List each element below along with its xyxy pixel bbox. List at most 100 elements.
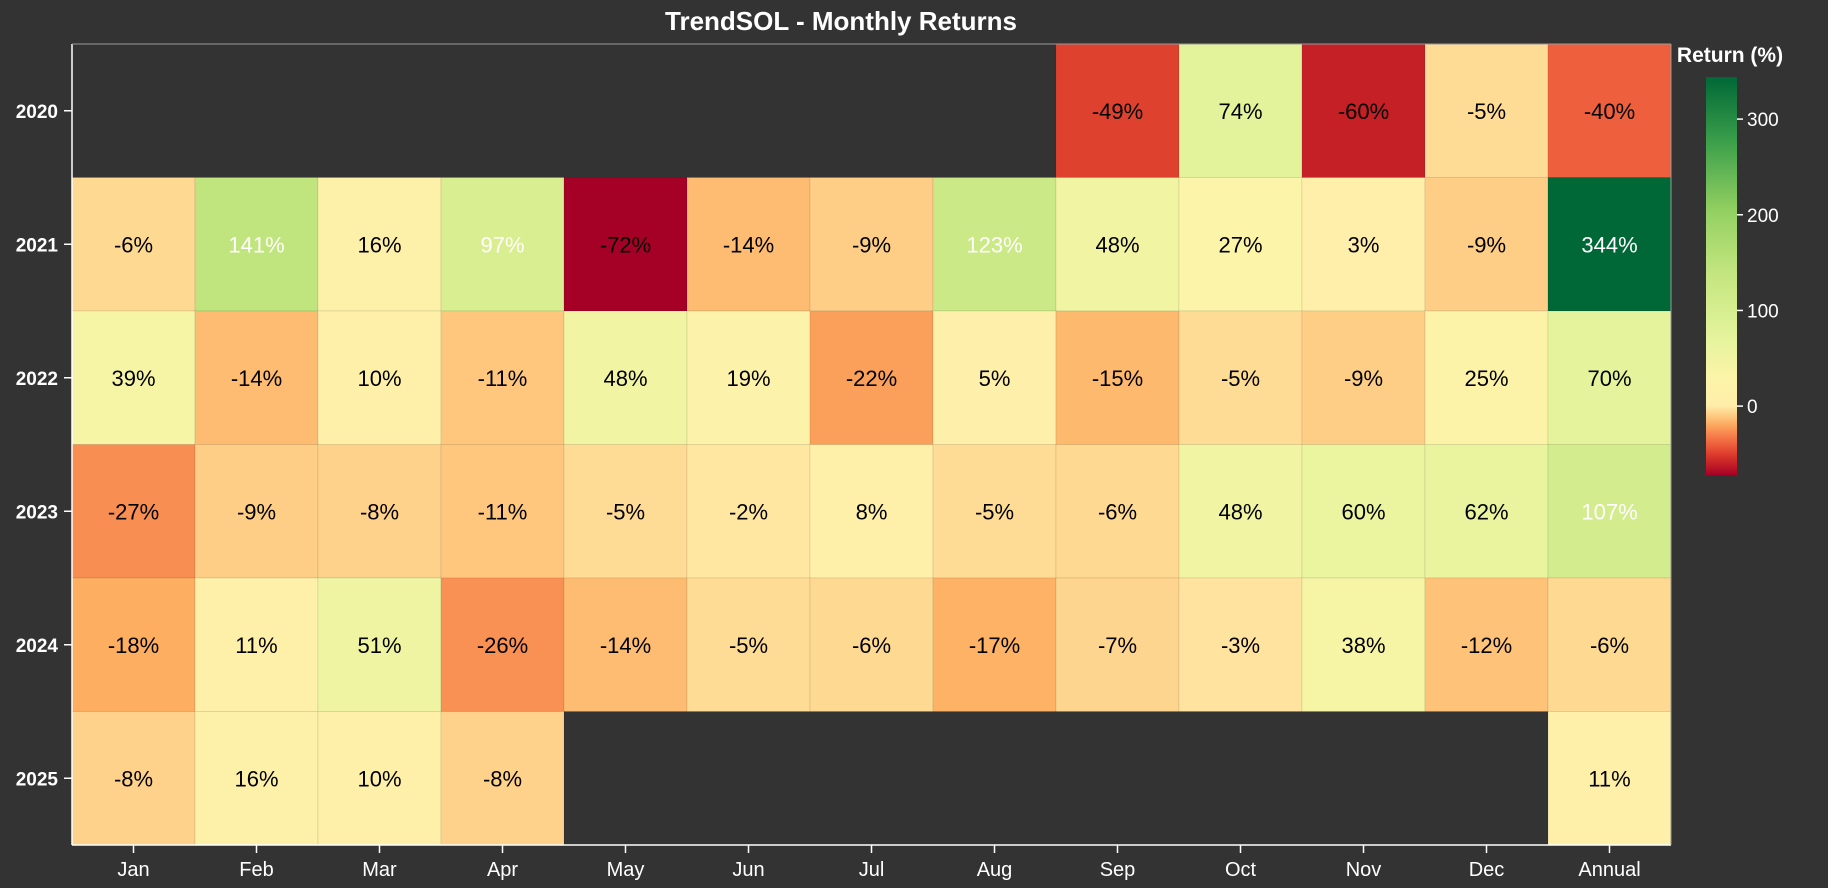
- colorbar-tick-label: 100: [1747, 301, 1779, 322]
- heatmap-cell: [932, 577, 1057, 712]
- cell-value-label: -6%: [1098, 499, 1137, 524]
- heatmap-cell: [194, 310, 319, 445]
- x-tick-label: Feb: [239, 859, 273, 881]
- cell-value-label: 74%: [1218, 99, 1262, 124]
- heatmap-cell: [1301, 43, 1426, 178]
- heatmap-cell: [1301, 577, 1426, 712]
- heatmap-cell: [932, 310, 1057, 445]
- cell-value-label: -60%: [1338, 99, 1389, 124]
- heatmap-cell: [1424, 177, 1549, 312]
- heatmap-cell: [317, 577, 442, 712]
- cell-value-label: -14%: [231, 366, 282, 391]
- x-tick-label: Oct: [1225, 859, 1257, 881]
- x-tick-label: May: [607, 859, 645, 881]
- cell-value-label: 344%: [1581, 232, 1637, 257]
- cell-value-label: -49%: [1092, 99, 1143, 124]
- cell-value-label: 10%: [357, 766, 401, 791]
- cell-value-label: 19%: [726, 366, 770, 391]
- cell-value-label: 141%: [228, 232, 284, 257]
- cell-value-label: 48%: [1095, 232, 1139, 257]
- cell-value-label: -72%: [600, 232, 651, 257]
- cell-value-label: 11%: [1588, 766, 1630, 791]
- heatmap-cell: [194, 177, 319, 312]
- heatmap-cell: [317, 711, 442, 846]
- heatmap-cell: [1178, 577, 1303, 712]
- cell-value-label: 123%: [966, 232, 1022, 257]
- cell-value-label: -5%: [1467, 99, 1506, 124]
- cell-value-label: -12%: [1461, 633, 1512, 658]
- heatmap-cell: [1301, 444, 1426, 579]
- colorbar-title: Return (%): [1677, 44, 1783, 67]
- heatmap-cell: [1055, 43, 1180, 178]
- cell-value-label: -8%: [360, 499, 399, 524]
- heatmap-cell: [1424, 43, 1549, 178]
- x-tick-label: Apr: [487, 859, 518, 881]
- y-tick-label: 2024: [16, 636, 59, 657]
- y-tick-label: 2025: [16, 769, 59, 790]
- heatmap-cell: [1547, 444, 1672, 579]
- cell-value-label: -11%: [478, 366, 528, 391]
- cell-value-label: -7%: [1098, 633, 1137, 658]
- cell-value-label: 51%: [357, 633, 401, 658]
- heatmap-cell: [1055, 177, 1180, 312]
- heatmap-cell: [194, 444, 319, 579]
- cell-value-label: -9%: [852, 232, 891, 257]
- cell-value-label: -9%: [1467, 232, 1506, 257]
- heatmap-cell: [1547, 711, 1672, 846]
- cell-value-label: 27%: [1218, 232, 1262, 257]
- cell-value-label: 97%: [480, 232, 524, 257]
- heatmap-cell: [1178, 177, 1303, 312]
- heatmap-cell: [1424, 310, 1549, 445]
- cell-value-label: -18%: [108, 633, 159, 658]
- cell-value-label: 38%: [1341, 633, 1385, 658]
- heatmap-cell: [1178, 444, 1303, 579]
- colorbar-tick-label: 0: [1747, 397, 1758, 418]
- cell-value-label: 70%: [1587, 366, 1631, 391]
- cell-value-label: -26%: [477, 633, 528, 658]
- cell-value-label: 16%: [357, 232, 401, 257]
- cell-value-label: 11%: [235, 633, 277, 658]
- cell-value-label: 39%: [111, 366, 155, 391]
- heatmap-cell: [563, 577, 688, 712]
- heatmap-cell: [932, 444, 1057, 579]
- cell-value-label: 10%: [357, 366, 401, 391]
- cell-value-label: -27%: [108, 499, 159, 524]
- heatmap-cell: [563, 177, 688, 312]
- colorbar-gradient: [1706, 77, 1737, 475]
- x-tick-label: Nov: [1346, 859, 1382, 881]
- heatmap-cell: [809, 577, 934, 712]
- heatmap-cell: [686, 310, 811, 445]
- y-tick-label: 2022: [16, 369, 58, 390]
- cell-value-label: -14%: [723, 232, 774, 257]
- plot-area: -49% 74% -60% -5% -40% -6% 141% 16% 97% -72% -14% -…: [16, 43, 1672, 881]
- cell-value-label: -15%: [1092, 366, 1143, 391]
- x-tick-label: Mar: [362, 859, 397, 881]
- cell-value-label: -11%: [478, 499, 528, 524]
- cell-value-label: 62%: [1464, 499, 1508, 524]
- cell-value-label: -5%: [606, 499, 645, 524]
- chart-title: TrendSOL - Monthly Returns: [665, 6, 1017, 36]
- cell-value-label: -3%: [1221, 633, 1260, 658]
- heatmap-cell: [1424, 577, 1549, 712]
- cell-value-label: -22%: [846, 366, 897, 391]
- y-tick-label: 2020: [16, 102, 58, 123]
- cell-value-label: 60%: [1341, 499, 1385, 524]
- heatmap-cell: [809, 444, 934, 579]
- cell-value-label: -6%: [114, 232, 153, 257]
- cell-value-label: -9%: [237, 499, 276, 524]
- heatmap-cell: [686, 577, 811, 712]
- x-tick-label: Annual: [1578, 859, 1640, 881]
- heatmap-cell: [440, 310, 565, 445]
- colorbar-tick-label: 200: [1747, 206, 1779, 227]
- cell-value-label: -5%: [975, 499, 1014, 524]
- heatmap-cell: [1547, 177, 1672, 312]
- heatmap-cell: [317, 310, 442, 445]
- heatmap-cell: [317, 444, 442, 579]
- cell-value-label: -14%: [600, 633, 651, 658]
- heatmap-cell: [809, 177, 934, 312]
- cell-value-label: -6%: [852, 633, 891, 658]
- y-tick-label: 2021: [16, 235, 59, 256]
- x-tick-label: Dec: [1469, 859, 1505, 881]
- colorbar-tick-label: 300: [1747, 110, 1779, 131]
